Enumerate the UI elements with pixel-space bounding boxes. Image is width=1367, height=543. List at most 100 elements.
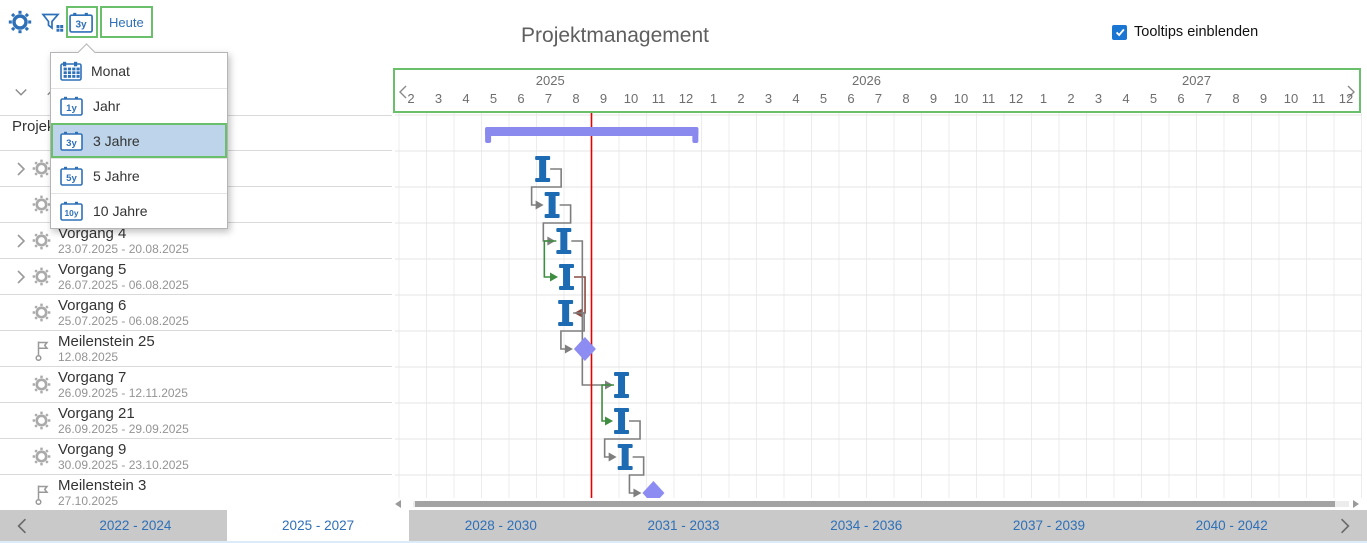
task-name: Vorgang 21: [58, 405, 135, 422]
summary-bar[interactable]: [485, 127, 699, 143]
scrollbar-left-arrow-icon[interactable]: [395, 500, 401, 508]
calendar-month-icon: [60, 61, 82, 81]
task-name: Vorgang 5: [58, 261, 127, 278]
task-row[interactable]: Vorgang 4 23.07.2025 - 20.08.2025: [0, 223, 392, 259]
task-bar[interactable]: [559, 264, 575, 290]
task-row[interactable]: Vorgang 5 26.07.2025 - 06.08.2025: [0, 259, 392, 295]
milestone-diamond[interactable]: [573, 337, 596, 361]
period-tab[interactable]: 2028 - 2030: [464, 518, 537, 533]
period-tab[interactable]: 2022 - 2024: [99, 518, 172, 533]
dependency-link: [571, 240, 607, 386]
timeline-month-label: 11: [651, 91, 666, 106]
scrollbar-thumb[interactable]: [415, 501, 1335, 507]
task-gear-icon[interactable]: [32, 159, 52, 181]
timeline-month-label: 2: [407, 91, 415, 106]
zoom-option-monat[interactable]: Monat: [51, 53, 227, 88]
task-dates: 23.07.2025 - 20.08.2025: [58, 242, 189, 256]
task-gear-icon[interactable]: [32, 195, 52, 217]
timeline-month-label: 1: [1039, 91, 1048, 106]
filter-icon[interactable]: [40, 10, 64, 34]
milestone-row[interactable]: Meilenstein 25 12.08.2025: [0, 331, 392, 367]
expand-chevron-icon[interactable]: [14, 161, 28, 177]
gantt-chart-area[interactable]: [395, 113, 1362, 498]
zoom-level-button[interactable]: 3y: [66, 6, 98, 38]
zoom-option-5-jahre[interactable]: 5y 5 Jahre: [51, 158, 227, 193]
calendar-3y-icon: 3y: [60, 131, 83, 151]
pagination-next-icon[interactable]: [1323, 510, 1367, 541]
task-gear-icon[interactable]: [32, 447, 52, 469]
task-dates: 25.07.2025 - 06.08.2025: [58, 314, 189, 328]
tooltips-checkbox[interactable]: [1112, 24, 1127, 40]
gantt-svg: [395, 113, 1362, 498]
settings-gear-icon[interactable]: [8, 10, 32, 34]
collapse-all-icon[interactable]: [12, 86, 30, 100]
today-button[interactable]: Heute: [100, 6, 153, 38]
task-dates: 30.09.2025 - 23.10.2025: [58, 458, 189, 472]
task-gear-icon[interactable]: [32, 267, 52, 289]
milestone-row[interactable]: Meilenstein 3 27.10.2025: [0, 475, 392, 510]
period-tab[interactable]: 2031 - 2033: [647, 518, 720, 533]
horizontal-scrollbar[interactable]: [393, 499, 1361, 509]
task-bar[interactable]: [614, 408, 630, 434]
timeline-month-label: 3: [764, 91, 773, 106]
calendar-3y-icon: 3y: [69, 12, 94, 33]
task-gear-icon[interactable]: [32, 231, 52, 253]
calendar-5y-icon: 5y: [60, 166, 83, 186]
link-arrow: [564, 344, 573, 354]
link-arrow: [605, 416, 614, 426]
task-bar[interactable]: [535, 156, 551, 182]
zoom-option-3-jahre[interactable]: 3y 3 Jahre: [51, 123, 227, 158]
zoom-option-label: 3 Jahre: [93, 132, 140, 149]
timeline-month-label: 7: [874, 91, 883, 106]
period-tab[interactable]: 2025 - 2027: [226, 510, 410, 541]
milestone-diamond[interactable]: [642, 481, 665, 498]
task-gear-icon[interactable]: [32, 375, 52, 397]
task-row[interactable]: Vorgang 7 26.09.2025 - 12.11.2025: [0, 367, 392, 403]
expand-chevron-icon[interactable]: [14, 269, 28, 285]
task-row[interactable]: Vorgang 6 25.07.2025 - 06.08.2025: [0, 295, 392, 331]
timeline-month-label: 9: [1259, 91, 1268, 106]
svg-text:10y: 10y: [65, 208, 79, 218]
expand-chevron-icon[interactable]: [14, 233, 28, 249]
period-tab[interactable]: 2040 - 2042: [1195, 518, 1268, 533]
timeline-scroll-left-icon[interactable]: [396, 83, 410, 101]
check-icon: [1115, 28, 1125, 37]
task-gear-icon[interactable]: [32, 303, 52, 325]
zoom-option-label: 10 Jahre: [93, 203, 148, 219]
zoom-option-jahr[interactable]: 1y Jahr: [51, 88, 227, 123]
milestone-flag-icon: [32, 339, 52, 362]
period-tab[interactable]: 2034 - 2036: [830, 518, 903, 533]
task-bar[interactable]: [544, 192, 560, 218]
timeline-year-label: 2026: [852, 73, 881, 88]
pagination-prev-icon[interactable]: [0, 510, 44, 541]
task-bar[interactable]: [558, 300, 574, 326]
link-arrow: [608, 452, 617, 462]
timeline-scroll-right-icon[interactable]: [1344, 83, 1358, 101]
timeline-month-label: 11: [1311, 91, 1326, 106]
timeline-month-label: 4: [462, 91, 470, 106]
milestone-flag-icon: [32, 483, 52, 506]
task-name: Meilenstein 25: [58, 333, 155, 350]
period-tab[interactable]: 2037 - 2039: [1012, 518, 1085, 533]
task-bar[interactable]: [617, 444, 633, 470]
timeline-month-label: 3: [1094, 91, 1103, 106]
page-title: Projektmanagement: [521, 24, 709, 47]
scrollbar-right-arrow-icon[interactable]: [1353, 500, 1359, 508]
task-dates: 12.08.2025: [58, 350, 119, 364]
timeline-month-label: 8: [902, 91, 910, 106]
task-dates: 26.09.2025 - 29.09.2025: [58, 422, 189, 436]
timeline-month-label: 3: [434, 91, 443, 106]
zoom-option-10-jahre[interactable]: 10y 10 Jahre: [51, 193, 227, 228]
task-bar[interactable]: [556, 228, 572, 254]
timeline-month-label: 10: [953, 91, 969, 106]
task-row[interactable]: Vorgang 21 26.09.2025 - 29.09.2025: [0, 403, 392, 439]
dependency-link: [530, 168, 562, 206]
task-name: Vorgang 7: [58, 369, 127, 386]
task-bar[interactable]: [614, 372, 630, 398]
tooltips-checkbox-label: Tooltips einblenden: [1134, 24, 1259, 40]
task-row[interactable]: Vorgang 9 30.09.2025 - 23.10.2025: [0, 439, 392, 475]
task-gear-icon[interactable]: [32, 411, 52, 433]
timeline-month-label: 11: [981, 91, 996, 106]
timeline-month-label: 12: [1338, 91, 1354, 106]
timeline-month-label: 4: [1122, 91, 1130, 106]
